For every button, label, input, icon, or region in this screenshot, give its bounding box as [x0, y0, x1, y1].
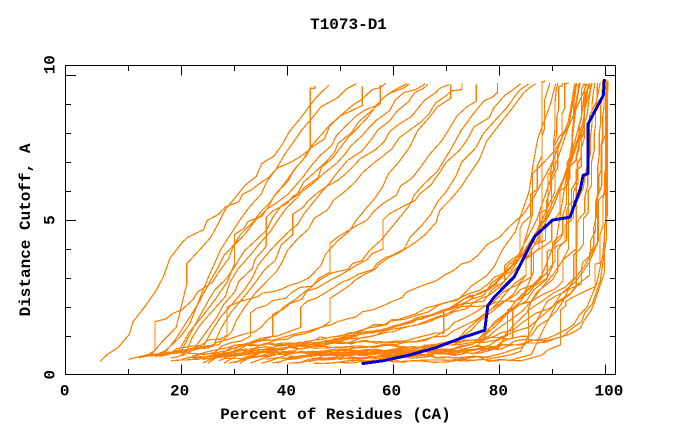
- svg-text:0: 0: [60, 383, 70, 401]
- svg-text:5: 5: [42, 215, 60, 225]
- svg-text:80: 80: [489, 383, 508, 401]
- svg-text:60: 60: [382, 383, 401, 401]
- svg-text:10: 10: [42, 55, 60, 74]
- svg-text:40: 40: [277, 383, 296, 401]
- svg-text:T1073-D1: T1073-D1: [310, 16, 387, 34]
- svg-text:0: 0: [42, 370, 60, 380]
- svg-text:Distance Cutoff, A: Distance Cutoff, A: [17, 143, 35, 316]
- svg-text:20: 20: [170, 383, 189, 401]
- svg-text:Percent of Residues (CA): Percent of Residues (CA): [220, 406, 450, 424]
- svg-text:100: 100: [594, 383, 623, 401]
